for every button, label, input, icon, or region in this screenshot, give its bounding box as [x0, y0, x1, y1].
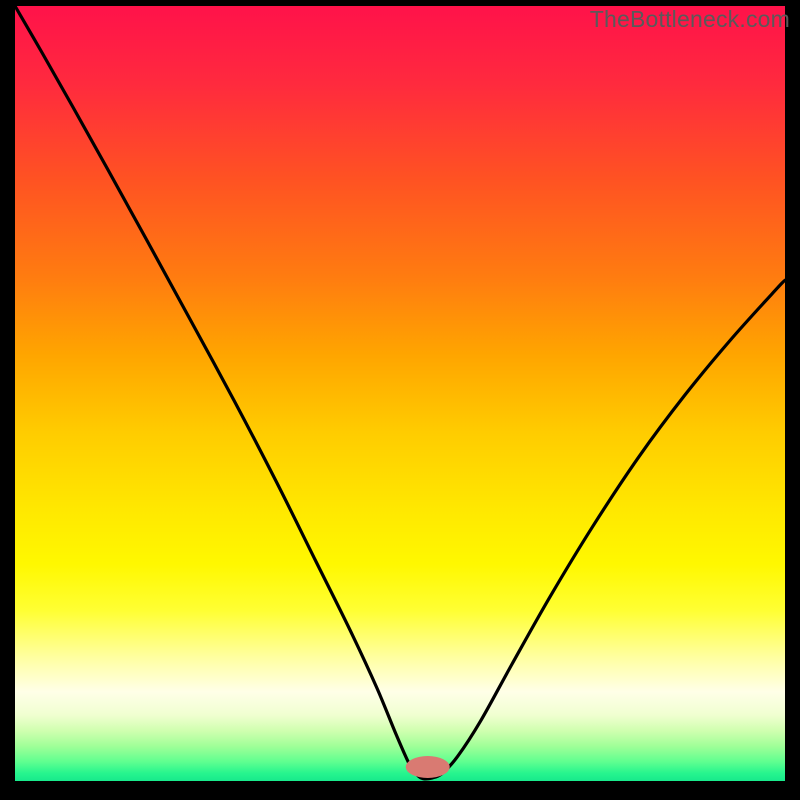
- gradient-background: [15, 6, 785, 781]
- minimum-marker: [406, 756, 450, 778]
- watermark-text: TheBottleneck.com: [590, 6, 790, 33]
- bottleneck-chart: [0, 0, 800, 800]
